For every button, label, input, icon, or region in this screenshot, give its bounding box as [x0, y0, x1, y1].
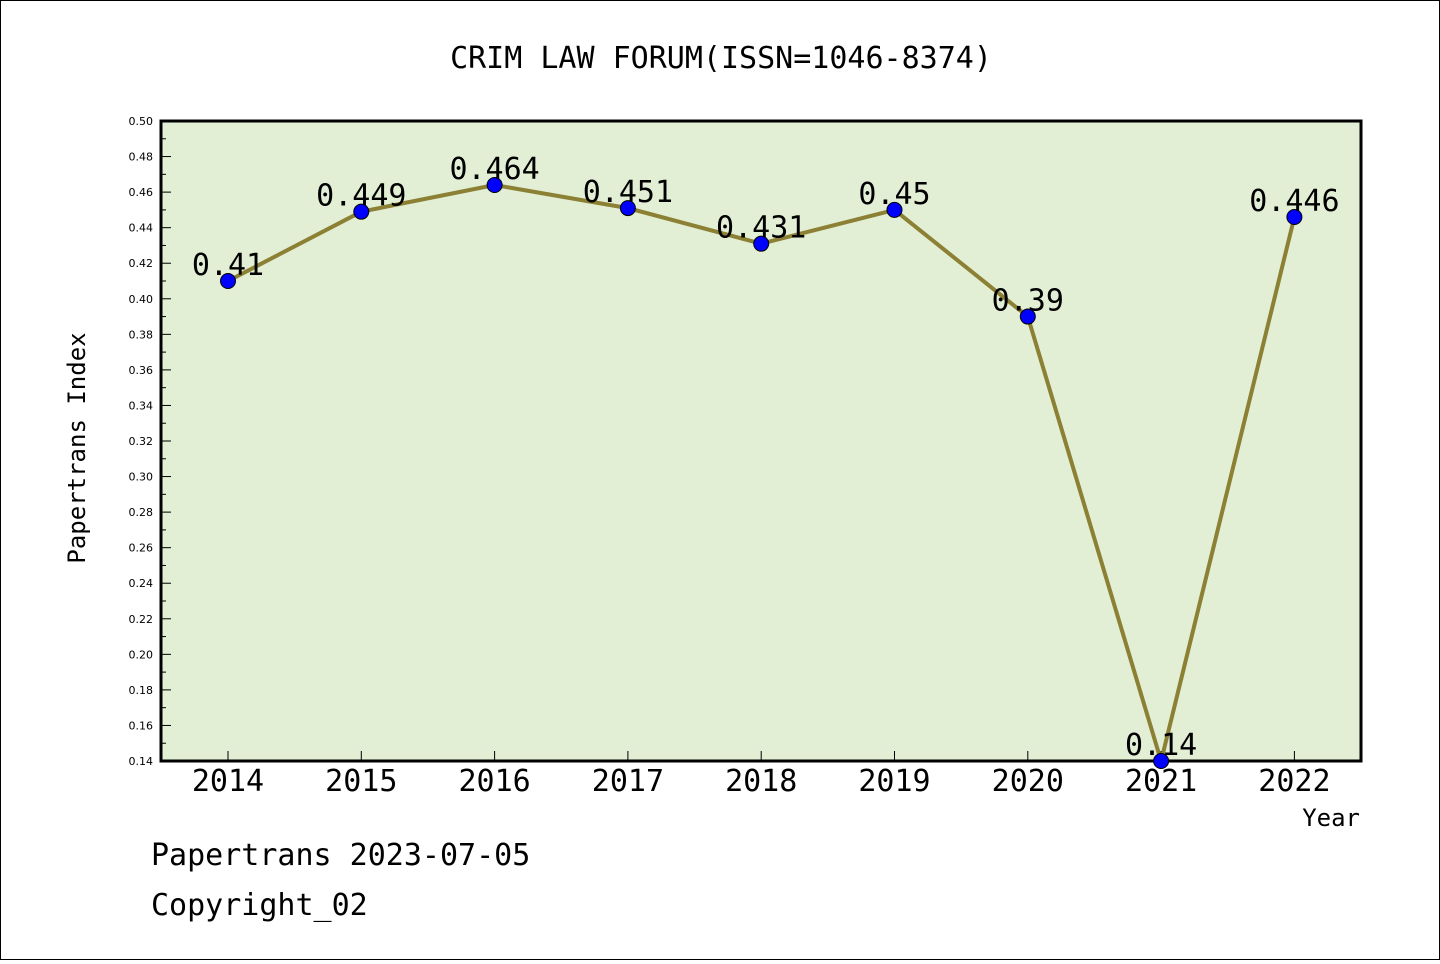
- series-line: [220, 177, 1303, 769]
- data-point: [1286, 209, 1303, 225]
- data-point: [619, 200, 636, 217]
- data-point: [220, 273, 236, 289]
- y-tick-label: 0.28: [129, 506, 154, 519]
- y-tick-label: 0.32: [129, 435, 154, 448]
- data-label: 0.14: [1125, 728, 1197, 763]
- x-tick-label: 2019: [858, 764, 930, 799]
- y-axis: 0.14 0.16 0.18 0.20 0.22 0.24 0.26 0.28 0.30 0.32…: [129, 115, 171, 768]
- x-tick-label: 2018: [725, 764, 797, 799]
- data-point: [1153, 753, 1170, 769]
- x-tick-label: 2016: [458, 764, 530, 799]
- data-label: 0.446: [1249, 184, 1339, 219]
- data-label: 0.451: [583, 175, 673, 210]
- y-axis-label: Papertrans Index: [63, 332, 91, 563]
- data-label: 0.464: [449, 152, 539, 187]
- x-tick-label: 2022: [1258, 764, 1330, 799]
- data-label: 0.39: [992, 284, 1064, 319]
- y-tick-label: 0.22: [129, 613, 154, 626]
- y-tick-label: 0.20: [129, 648, 154, 661]
- y-tick-label: 0.40: [129, 293, 154, 306]
- data-point: [753, 235, 770, 252]
- data-point: [486, 177, 503, 193]
- footer-date: Papertrans 2023-07-05: [151, 838, 530, 873]
- y-tick-label: 0.48: [129, 151, 154, 164]
- x-tick-label: 2017: [592, 764, 664, 799]
- data-label: 0.449: [316, 179, 406, 214]
- data-point: [886, 201, 903, 218]
- y-tick-label: 0.46: [129, 186, 154, 199]
- y-tick-label: 0.16: [129, 719, 154, 732]
- y-tick-label: 0.26: [129, 542, 154, 555]
- footer-copyright: Copyright_02: [151, 888, 368, 923]
- y-tick-label: 0.44: [129, 222, 154, 235]
- x-axis-label: Year: [1302, 804, 1360, 832]
- x-tick-label: 2015: [325, 764, 397, 799]
- data-label: 0.41: [192, 248, 264, 283]
- data-label: 0.45: [858, 177, 930, 212]
- y-tick-label: 0.38: [129, 328, 154, 341]
- chart-title: CRIM LAW FORUM(ISSN=1046-8374): [450, 41, 992, 76]
- y-tick-label: 0.24: [129, 577, 154, 590]
- plot-area: [159, 119, 1363, 763]
- y-tick-label: 0.14: [129, 755, 154, 768]
- y-tick-label: 0.18: [129, 684, 154, 697]
- y-tick-label: 0.34: [129, 399, 154, 412]
- y-tick-label: 0.50: [129, 115, 154, 128]
- data-label: 0.431: [716, 211, 806, 246]
- x-tick-label: 2014: [192, 764, 264, 799]
- data-point: [1019, 308, 1036, 325]
- y-tick-label: 0.42: [129, 257, 154, 270]
- x-tick-label: 2020: [992, 764, 1064, 799]
- y-tick-label: 0.30: [129, 471, 154, 484]
- x-tick-label: 2021: [1125, 764, 1197, 799]
- x-axis: 2014 2015 2016 2017 2018 2019 2020 2021 2022: [192, 751, 1331, 799]
- data-point: [353, 203, 370, 220]
- data-labels: 0.41 0.449 0.464 0.451 0.431 0.45 0.39 0.14 0.44…: [192, 152, 1340, 763]
- y-tick-label: 0.36: [129, 364, 154, 377]
